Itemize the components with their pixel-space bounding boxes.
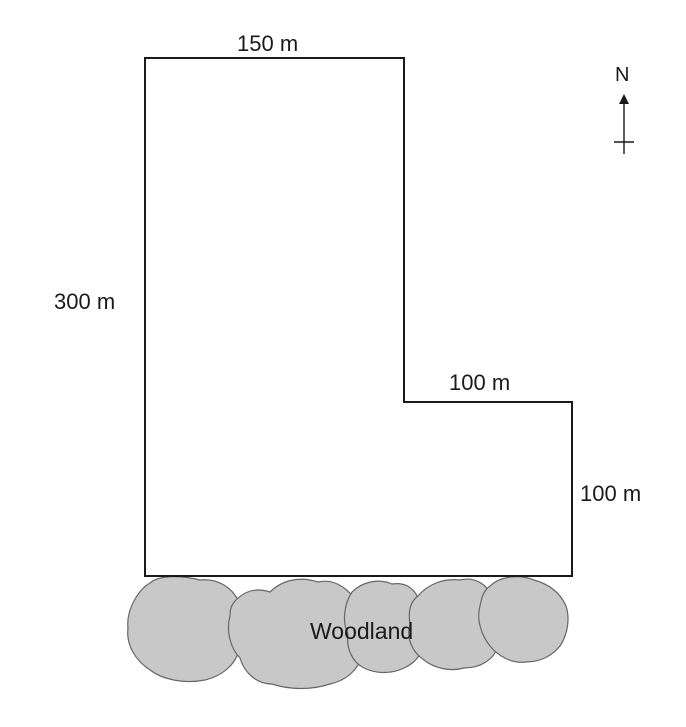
north-arrow-icon	[614, 94, 634, 154]
top-side-label: 150 m	[237, 31, 299, 56]
field-outline	[144, 57, 573, 577]
woodland-tree-5	[478, 576, 569, 663]
woodland-tree-1	[127, 576, 246, 683]
woodland-tree-2	[227, 578, 367, 690]
left-side-label: 300 m	[54, 289, 116, 314]
right-side-label: 100 m	[580, 481, 642, 506]
woodland-label: Woodland	[310, 618, 414, 644]
woodland-area	[127, 576, 569, 690]
north-label: N	[615, 64, 630, 86]
woodland-tree-4	[408, 578, 502, 671]
inner-side-label: 100 m	[449, 370, 511, 395]
